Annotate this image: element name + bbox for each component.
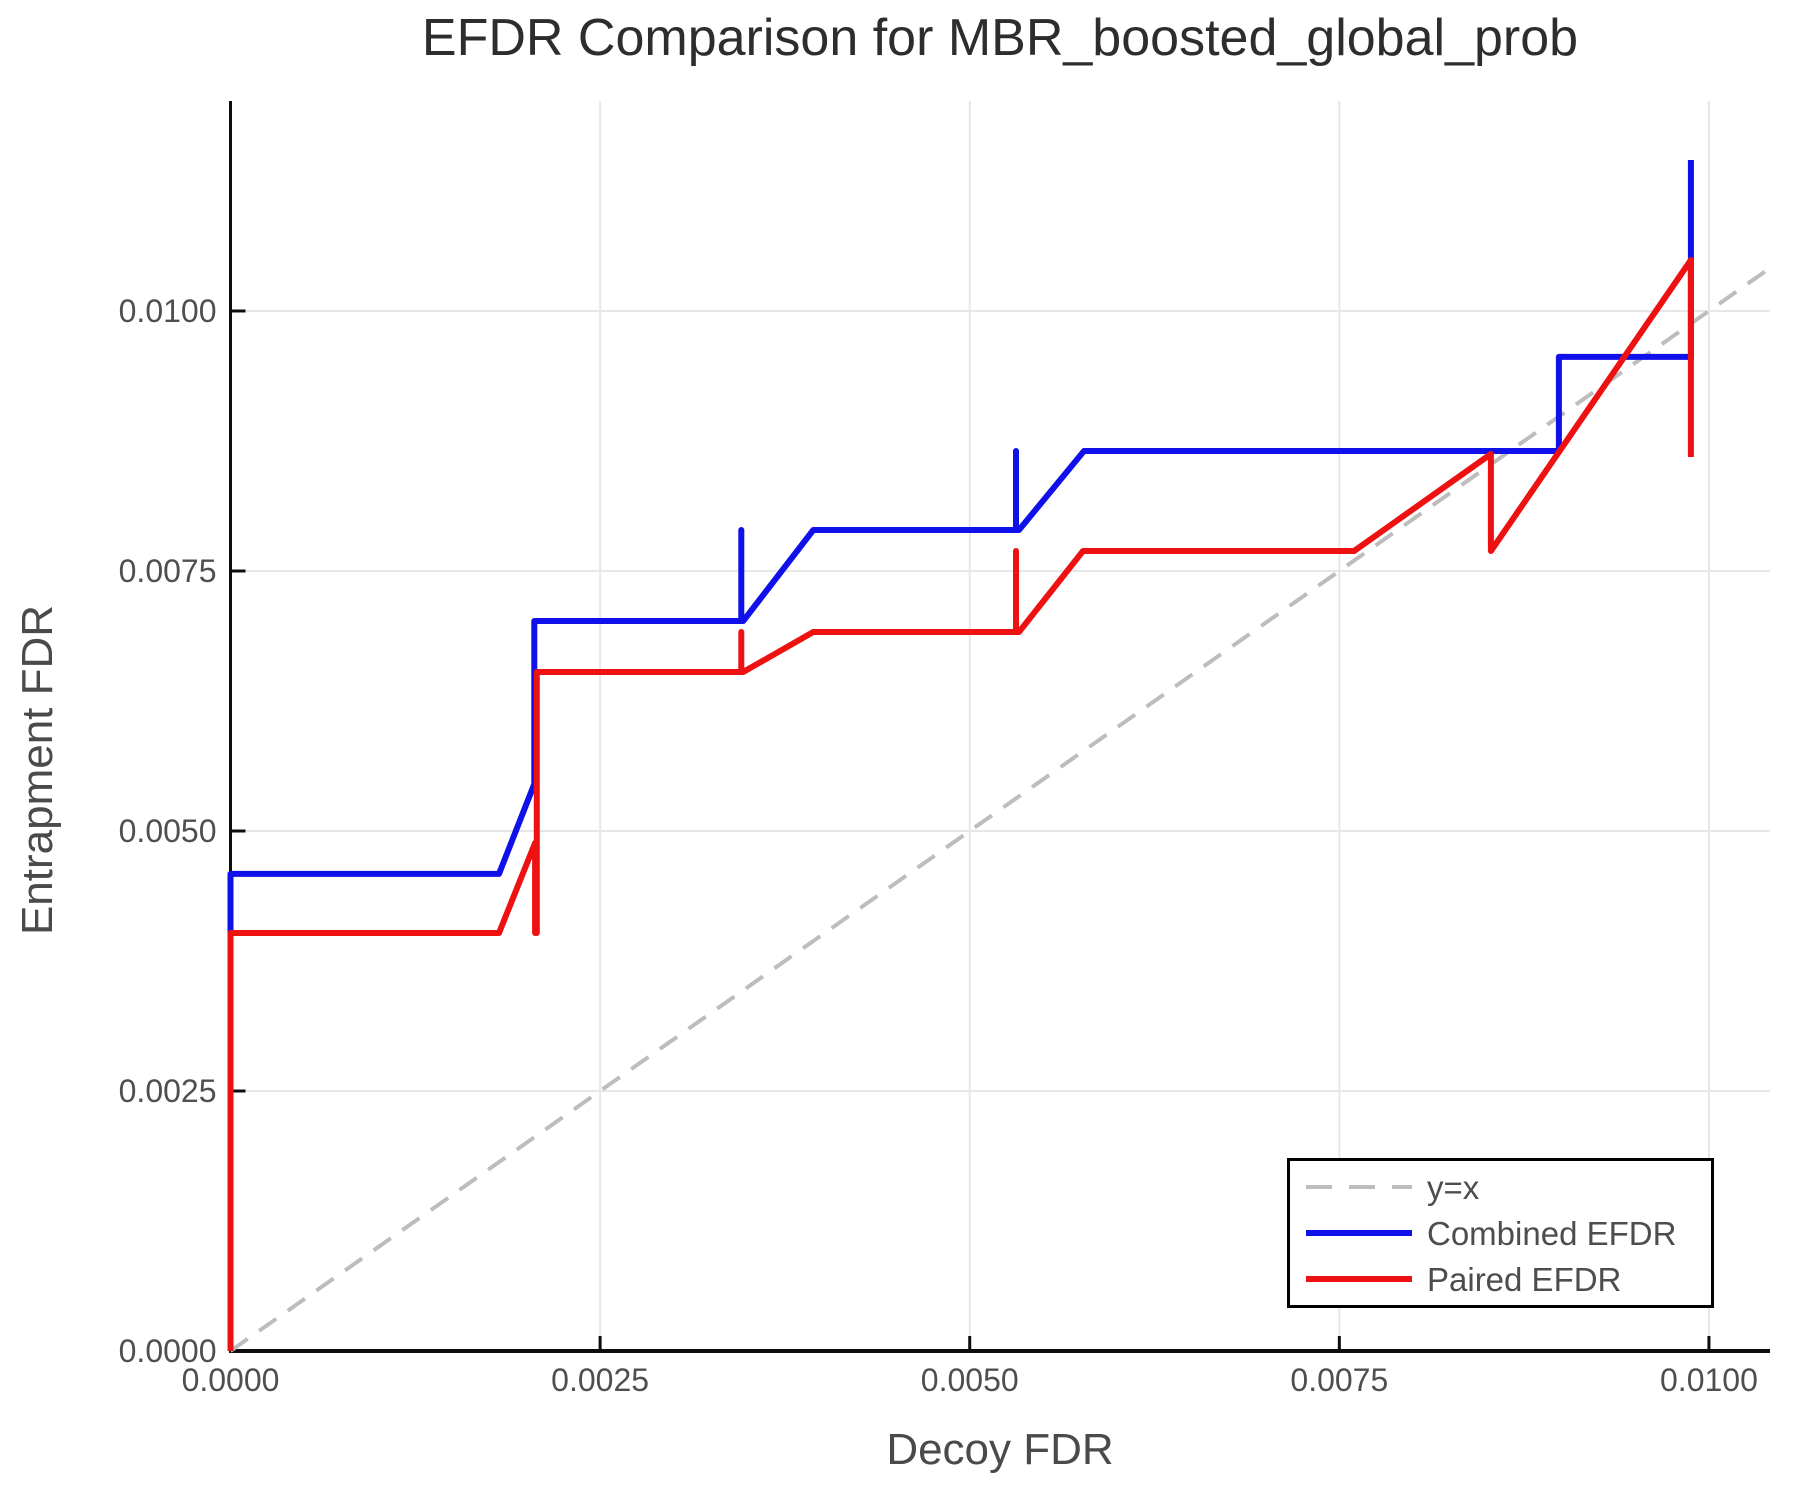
legend-line-sample bbox=[1306, 1230, 1412, 1236]
legend-row: Combined EFDR bbox=[1306, 1213, 1711, 1253]
x-tick-label: 0.0075 bbox=[1290, 1362, 1388, 1398]
x-tick-label: 0.0100 bbox=[1660, 1362, 1758, 1398]
y-tick-label: 0.0050 bbox=[119, 813, 217, 849]
legend-line-sample bbox=[1306, 1185, 1412, 1189]
y-tick-label: 0.0100 bbox=[119, 293, 217, 329]
legend: y=x Combined EFDR Paired EFDR bbox=[1287, 1158, 1714, 1308]
y-tick-label: 0.0000 bbox=[119, 1333, 217, 1369]
legend-label: Combined EFDR bbox=[1427, 1214, 1677, 1252]
x-tick-label: 0.0025 bbox=[551, 1362, 649, 1398]
legend-label: Paired EFDR bbox=[1427, 1260, 1622, 1298]
x-tick-label: 0.0050 bbox=[921, 1362, 1019, 1398]
legend-label: y=x bbox=[1427, 1168, 1480, 1206]
legend-row: y=x bbox=[1306, 1167, 1711, 1207]
x-axis-label: Decoy FDR bbox=[886, 1425, 1114, 1474]
chart-title: EFDR Comparison for MBR_boosted_global_p… bbox=[421, 9, 1579, 67]
x-tick-label: 0.0000 bbox=[182, 1362, 280, 1398]
y-tick-label: 0.0025 bbox=[119, 1073, 217, 1109]
legend-row: Paired EFDR bbox=[1306, 1259, 1711, 1299]
series-paired-efdr bbox=[227, 257, 1694, 1351]
y-tick-label: 0.0075 bbox=[119, 553, 217, 589]
legend-line-sample bbox=[1306, 1276, 1412, 1282]
